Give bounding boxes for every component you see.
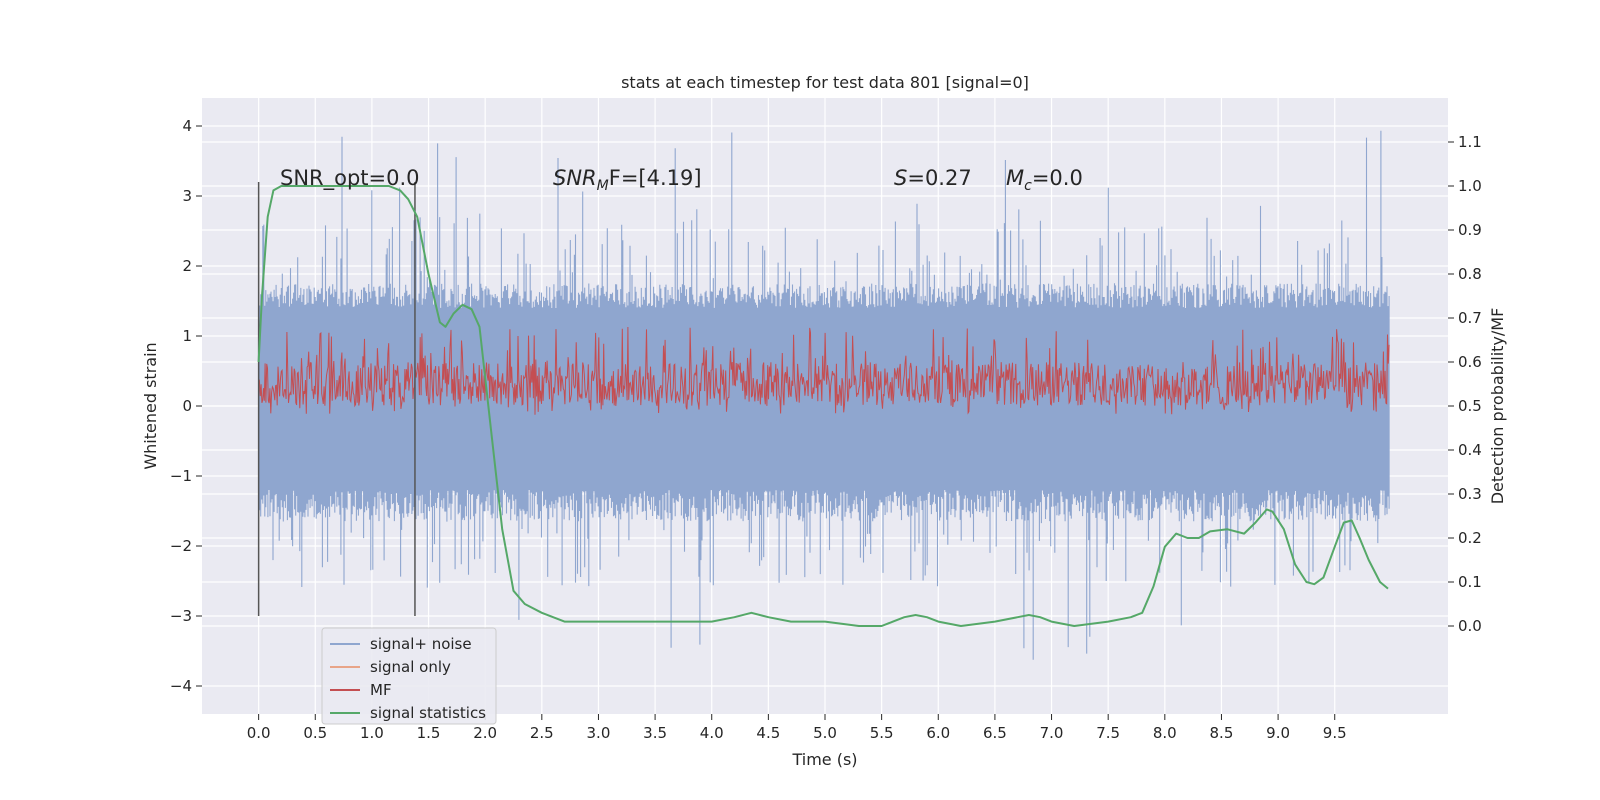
tick-label-right: 0.0 [1458,617,1482,635]
tick-label-x: 9.0 [1266,724,1290,742]
x-axis-ticks: 0.0 0.5 1.0 1.5 2.0 2.5 3.0 3.5 4.0 4.5 5.0 5.5 6.0 6… [247,714,1347,742]
vertical-markers [257,182,416,616]
tick-label-right: 0.5 [1458,397,1482,415]
tick-label-x: 3.0 [587,724,611,742]
tick-label-right: 0.9 [1458,221,1482,239]
tick-label-left: −3 [170,607,192,625]
tick-label-right: 1.1 [1458,133,1482,151]
tick-label-right: 0.2 [1458,529,1482,547]
tick-label-right: 1.0 [1458,177,1482,195]
annotation-snr-opt: SNR_opt=0.0 [280,166,420,191]
legend: signal+ noise signal only MF signal statist… [321,627,497,725]
annotation-s: S=0.27 [894,166,972,190]
annotation-snr-mf-symbol: SNR [553,166,597,190]
tick-label-x: 8.5 [1210,724,1234,742]
tick-label-left: 1 [182,327,192,345]
tick-label-left: −4 [170,677,192,695]
annotation-mc-value: =0.0 [1032,166,1083,190]
tick-label-x: 2.0 [473,724,497,742]
tick-label-x: 5.0 [813,724,837,742]
legend-label: signal only [370,658,451,676]
tick-label-x: 7.5 [1096,724,1120,742]
tick-label-x: 6.5 [983,724,1007,742]
legend-label: signal statistics [370,704,486,722]
tick-label-left: 3 [182,187,192,205]
tick-label-right: 0.3 [1458,485,1482,503]
tick-label-x: 7.0 [1040,724,1064,742]
tick-label-x: 8.0 [1153,724,1177,742]
legend-label: signal+ noise [370,635,472,653]
signal-noise-band [258,332,1390,476]
legend-label: MF [370,681,392,699]
x-axis-label: Time (s) [791,750,857,769]
y-axis-label-left: Whitened strain [141,342,160,469]
signal-noise-series [258,130,1390,660]
tick-label-right: 0.4 [1458,441,1482,459]
annotation-mc-symbol: M [1006,166,1024,190]
annotation-snr-mf-value: F=[4.19] [609,166,702,190]
left-axis-ticks: 4 3 2 1 0 −1 −2 −3 −4 [170,117,202,695]
tick-label-x: 1.5 [417,724,441,742]
tick-label-right: 0.8 [1458,265,1482,283]
y-axis-label-right: Detection probability/MF [1488,308,1507,505]
tick-label-left: 2 [182,257,192,275]
tick-label-x: 4.5 [756,724,780,742]
tick-label-x: 1.0 [360,724,384,742]
annotation-s-value: =0.27 [907,166,971,190]
tick-label-x: 0.5 [303,724,327,742]
tick-label-x: 6.0 [926,724,950,742]
signal-statistics-line [257,185,1389,627]
annotation-s-symbol: S [894,166,907,190]
annotation-mc: Mc=0.0 [1006,166,1083,194]
tick-label-x: 4.0 [700,724,724,742]
tick-label-x: 0.0 [247,724,271,742]
tick-label-left: −1 [170,467,192,485]
chart-title: stats at each timestep for test data 801… [621,73,1029,92]
tick-label-right: 0.1 [1458,573,1482,591]
tick-label-right: 0.6 [1458,353,1482,371]
tick-label-left: 4 [182,117,192,135]
tick-label-x: 3.5 [643,724,667,742]
right-axis-ticks: 1.1 1.0 0.9 0.8 0.7 0.6 0.5 0.4 0.3 0.2 0.1 0.0 [1448,133,1482,635]
legend-box [321,627,497,725]
annotation-snr-mf: SNRMF=[4.19] [553,166,702,194]
mf-series [258,326,1390,415]
tick-label-x: 2.5 [530,724,554,742]
tick-label-right: 0.7 [1458,309,1482,327]
mf-line [258,326,1390,415]
tick-label-left: 0 [182,397,192,415]
tick-label-left: −2 [170,537,192,555]
annotation-snr-mf-subscript: M [597,178,609,194]
signal-statistics-series [257,185,1389,627]
tick-label-x: 5.5 [870,724,894,742]
annotation-mc-subscript: c [1024,178,1032,194]
tick-label-x: 9.5 [1323,724,1347,742]
